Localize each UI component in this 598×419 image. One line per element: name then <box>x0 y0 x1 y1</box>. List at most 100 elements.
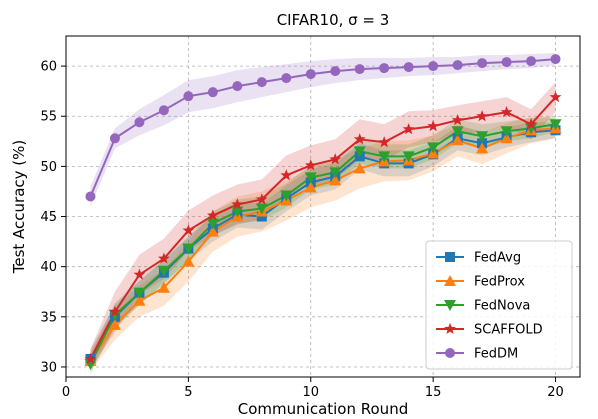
y-tick-label: 30 <box>40 360 57 375</box>
point-scaffold <box>353 133 366 145</box>
point-fedprox <box>304 181 317 193</box>
x-tick-label: 20 <box>547 385 564 400</box>
point-fedprox <box>329 174 342 186</box>
point-scaffold <box>525 118 537 130</box>
point-fedprox <box>500 132 513 144</box>
point-scaffold <box>329 153 342 165</box>
point-fedprox <box>451 134 464 146</box>
point-fedprox <box>353 162 366 174</box>
point-fednova <box>231 206 244 218</box>
legend-label-fedavg: FedAvg <box>474 251 521 266</box>
point-fedprox <box>108 318 121 330</box>
point-fednova <box>182 243 195 255</box>
legend-box <box>425 240 573 370</box>
point-scaffold <box>451 114 464 126</box>
point-fednova <box>133 287 146 299</box>
point-feddm <box>109 133 120 144</box>
point-feddm <box>134 117 145 128</box>
point-fednova <box>402 151 415 163</box>
chart-title: CIFAR10, σ = 3 <box>277 11 390 29</box>
point-fedprox <box>157 281 170 293</box>
y-tick-label: 60 <box>40 60 57 75</box>
x-tick-label: 15 <box>425 385 442 400</box>
point-fednova <box>378 151 391 163</box>
point-feddm <box>85 191 96 202</box>
y-tick-label: 55 <box>40 110 57 125</box>
x-tick-label: 0 <box>62 385 70 400</box>
x-tick-label: 10 <box>302 385 319 400</box>
point-fednova <box>280 190 293 202</box>
point-scaffold <box>476 110 488 122</box>
point-scaffold <box>206 209 219 221</box>
point-scaffold <box>427 120 440 132</box>
point-fednova <box>451 126 464 138</box>
y-tick-label: 40 <box>40 260 57 275</box>
legend-marker-fednova <box>444 300 456 311</box>
point-fednova <box>525 123 538 135</box>
point-scaffold <box>231 198 244 210</box>
point-feddm <box>256 77 267 88</box>
y-tick-label: 45 <box>40 210 57 225</box>
point-scaffold <box>500 106 513 118</box>
y-tick-label: 50 <box>40 160 57 175</box>
point-fednova <box>500 126 513 138</box>
point-fednova <box>255 203 268 215</box>
point-feddm <box>183 91 194 102</box>
legend-label-fedprox: FedProx <box>474 275 525 290</box>
series-markers <box>84 54 562 370</box>
point-fednova <box>304 172 317 184</box>
point-scaffold <box>402 123 415 135</box>
x-tick-label: 5 <box>184 385 192 400</box>
point-feddm <box>232 81 243 92</box>
point-feddm <box>281 73 292 84</box>
point-feddm <box>452 60 463 71</box>
point-feddm <box>354 64 365 75</box>
point-scaffold <box>84 352 97 364</box>
point-scaffold <box>109 305 121 317</box>
point-feddm <box>207 87 218 98</box>
band-feddm <box>90 53 556 207</box>
y-axis-label: Test Accuracy (%) <box>10 140 28 275</box>
point-fedprox <box>206 225 219 237</box>
x-axis-label: Communication Round <box>238 400 408 418</box>
point-scaffold <box>255 193 268 205</box>
point-scaffold <box>378 136 391 148</box>
legend-marker-fedavg <box>445 252 455 262</box>
point-scaffold <box>133 268 146 280</box>
point-feddm <box>501 57 512 68</box>
point-feddm <box>428 61 439 72</box>
point-feddm <box>550 54 561 65</box>
point-feddm <box>379 63 390 74</box>
point-scaffold <box>549 90 562 103</box>
point-feddm <box>526 56 537 67</box>
point-fedprox <box>182 255 195 267</box>
point-feddm <box>477 58 488 69</box>
legend-marker-fedprox <box>444 275 456 286</box>
point-fednova <box>329 167 342 179</box>
point-fednova <box>157 265 170 277</box>
point-fednova <box>206 218 219 230</box>
point-scaffold <box>158 252 170 264</box>
point-scaffold <box>182 224 195 236</box>
point-fednova <box>549 119 562 131</box>
y-tick-label: 35 <box>40 310 57 325</box>
legend-label-scaffold: SCAFFOLD <box>474 323 543 338</box>
point-fedavg <box>256 211 267 222</box>
point-fednova <box>353 146 366 158</box>
point-feddm <box>158 105 169 116</box>
point-scaffold <box>280 169 293 181</box>
axis-ticks: 0 5 10 15 20 30 35 40 45 50 55 60 <box>40 60 563 400</box>
point-feddm <box>305 69 316 80</box>
legend-marker-feddm <box>445 348 455 358</box>
line-scaffold <box>89 96 557 360</box>
legend-marker-scaffold <box>444 322 456 335</box>
point-scaffold <box>304 159 317 171</box>
point-fedprox <box>476 142 489 154</box>
point-feddm <box>330 66 341 77</box>
point-fednova <box>427 142 440 154</box>
point-fednova <box>476 131 489 143</box>
legend-label-fednova: FedNova <box>474 299 530 314</box>
point-fednova <box>108 309 121 321</box>
plot-frame <box>65 35 581 378</box>
point-fedprox <box>133 294 146 306</box>
